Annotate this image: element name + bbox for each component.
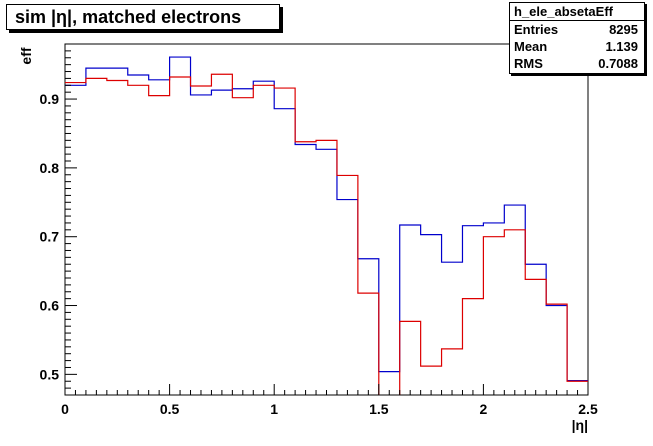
y-axis-label: eff [18, 47, 34, 64]
stats-row-mean: Mean 1.139 [510, 38, 644, 55]
stats-value: 8295 [609, 22, 638, 37]
x-tick-label: 0 [61, 401, 69, 417]
x-tick-label: 2 [480, 401, 488, 417]
stats-label: Entries [514, 22, 559, 37]
stats-label: Mean [514, 39, 548, 54]
y-tick-label: 0.6 [40, 298, 60, 314]
stats-histogram-name: h_ele_absetaEff [510, 3, 644, 21]
stats-row-entries: Entries 8295 [510, 21, 644, 38]
y-tick-label: 0.5 [40, 366, 60, 382]
stats-value: 1.139 [605, 39, 638, 54]
series-line-0 [65, 56, 588, 382]
x-tick-label: 1.5 [369, 401, 389, 417]
chart-title: sim |η|, matched electrons [6, 4, 280, 30]
x-tick-label: 2.5 [578, 401, 598, 417]
x-axis-label: |η| [572, 417, 588, 433]
x-tick-label: 0.5 [160, 401, 180, 417]
x-tick-label: 1 [270, 401, 278, 417]
y-tick-label: 0.7 [40, 229, 60, 245]
series-line-1 [65, 73, 588, 395]
plot-frame [64, 43, 589, 396]
y-tick-label: 0.8 [40, 160, 60, 176]
stats-row-rms: RMS 0.7088 [510, 55, 644, 72]
stats-label: RMS [514, 56, 543, 71]
y-tick-label: 0.9 [40, 91, 60, 107]
stats-box: h_ele_absetaEff Entries 8295 Mean 1.139 … [509, 2, 645, 74]
stats-value: 0.7088 [598, 56, 638, 71]
